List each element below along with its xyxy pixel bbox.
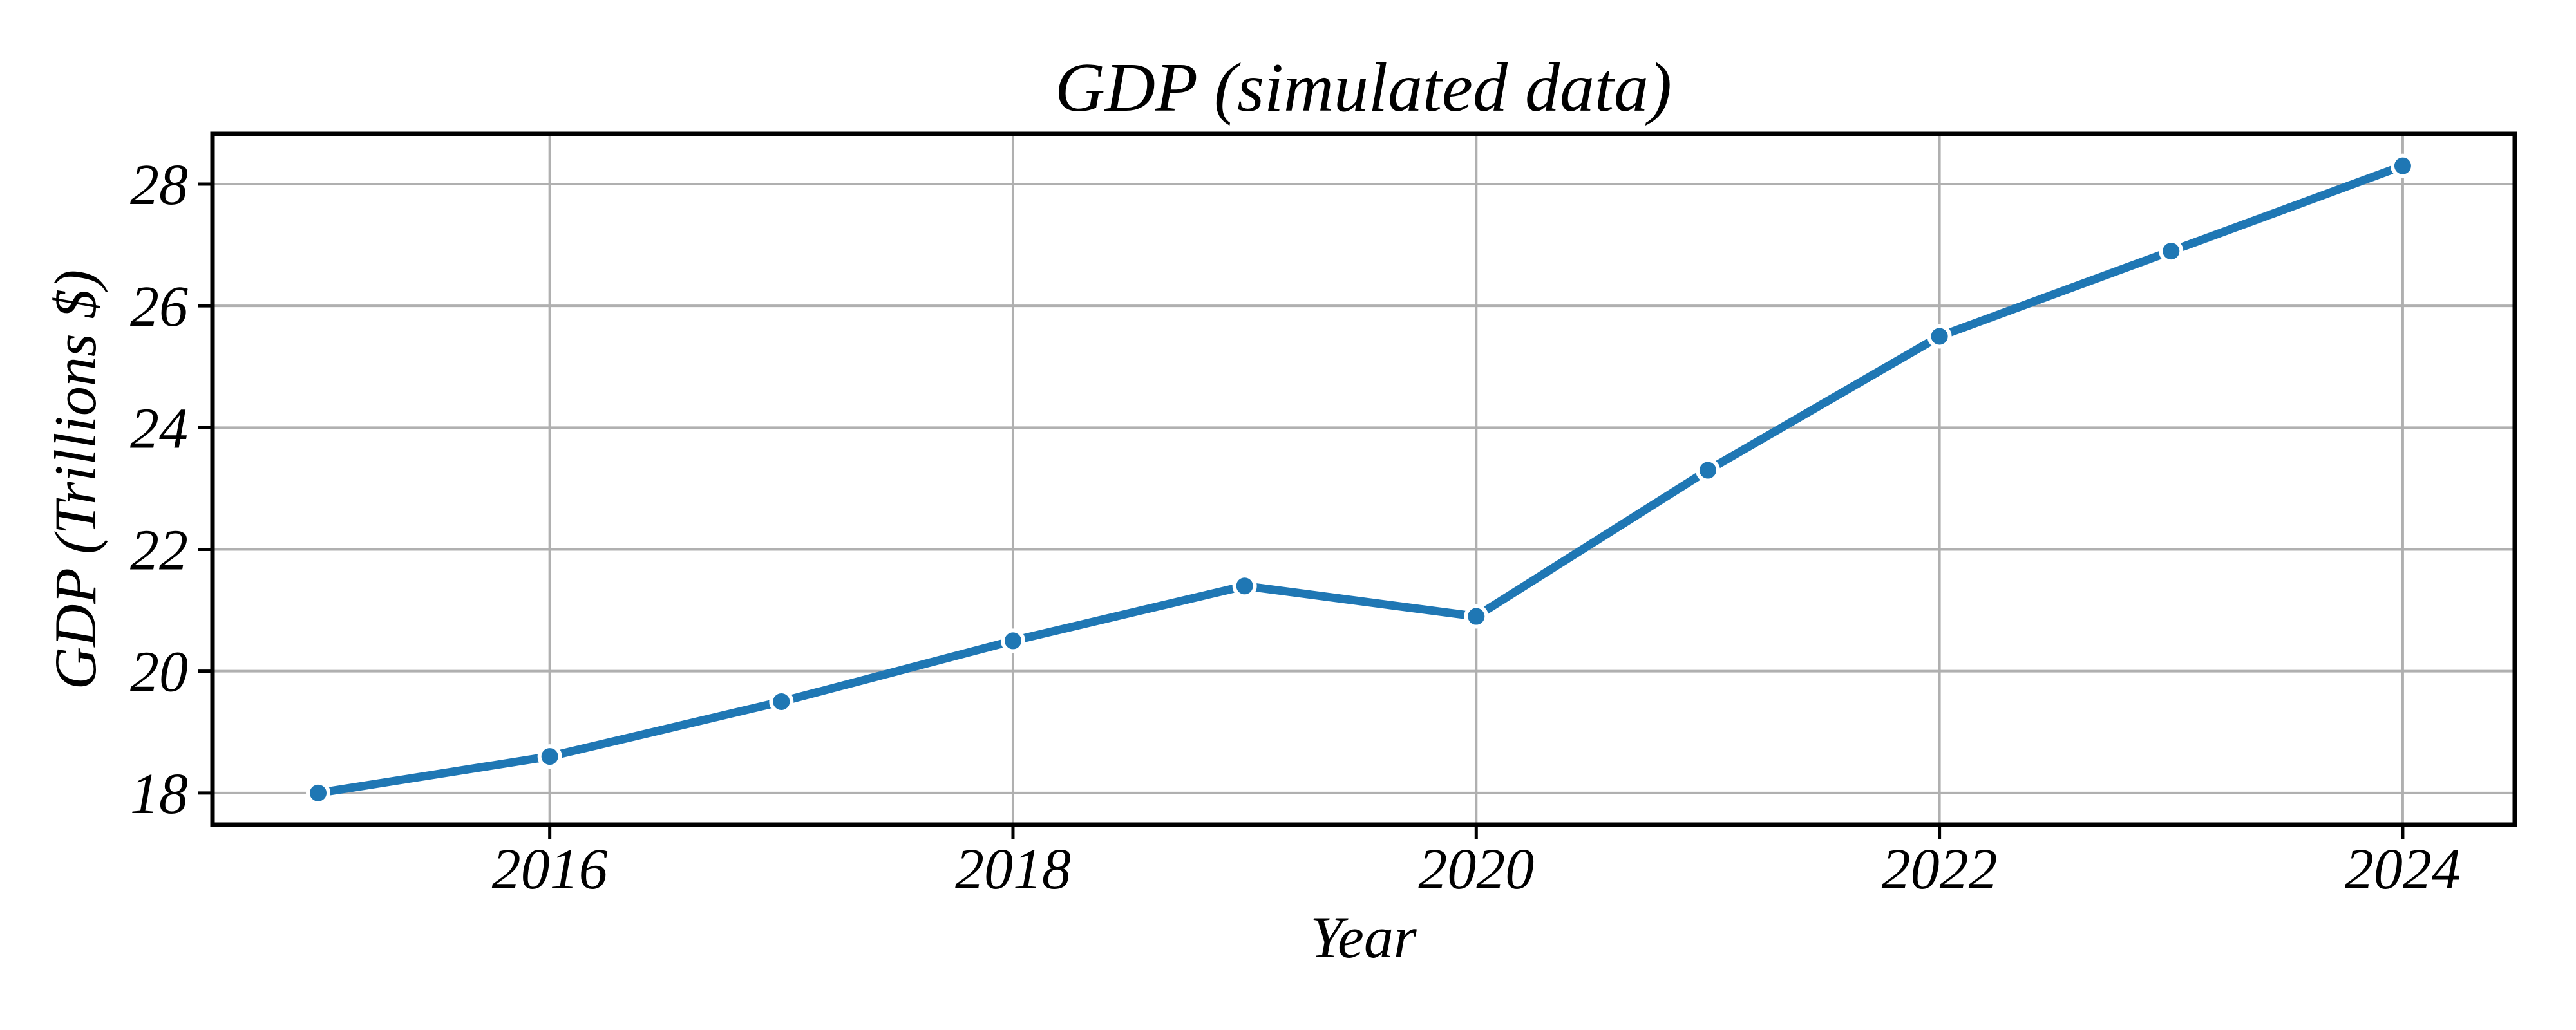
y-tick-label: 24: [130, 397, 188, 460]
data-point-marker: [1232, 574, 1257, 599]
gridlines: [213, 134, 2515, 825]
data-point-marker: [1695, 458, 1720, 483]
x-tick-label: 2022: [1882, 838, 1998, 901]
data-point-marker: [1927, 324, 1952, 349]
data-point-marker: [537, 744, 562, 769]
gdp-line: [314, 162, 2407, 798]
x-tick-label: 2016: [492, 838, 608, 901]
data-point-marker: [2159, 239, 2184, 264]
y-tick-labels: 18 20 22 24 26 28: [130, 153, 188, 826]
y-tick-label: 26: [130, 275, 188, 339]
chart-title: GDP (simulated data): [1055, 50, 1672, 126]
x-tick-label: 2018: [955, 838, 1071, 901]
y-tick-label: 18: [130, 762, 188, 826]
x-tick-labels: 2016 2018 2020 2022 2024: [492, 838, 2461, 901]
data-point-marker: [306, 780, 331, 805]
x-axis-label: Year: [1310, 904, 1417, 970]
x-tick-label: 2024: [2345, 838, 2461, 901]
x-tick-label: 2020: [1418, 838, 1534, 901]
data-point-marker: [1000, 628, 1025, 653]
y-tick-label: 20: [130, 641, 188, 704]
y-axis-label: GDP (Trillions $): [43, 270, 108, 690]
data-point-marker: [769, 689, 794, 714]
data-point-markers: [306, 153, 2415, 805]
axis-tick-marks: [198, 182, 2405, 839]
data-point-marker: [1464, 604, 1489, 629]
data-point-marker: [2390, 153, 2415, 178]
y-tick-label: 22: [130, 519, 188, 583]
plot-border: [210, 131, 2517, 827]
y-tick-label: 28: [130, 153, 188, 217]
